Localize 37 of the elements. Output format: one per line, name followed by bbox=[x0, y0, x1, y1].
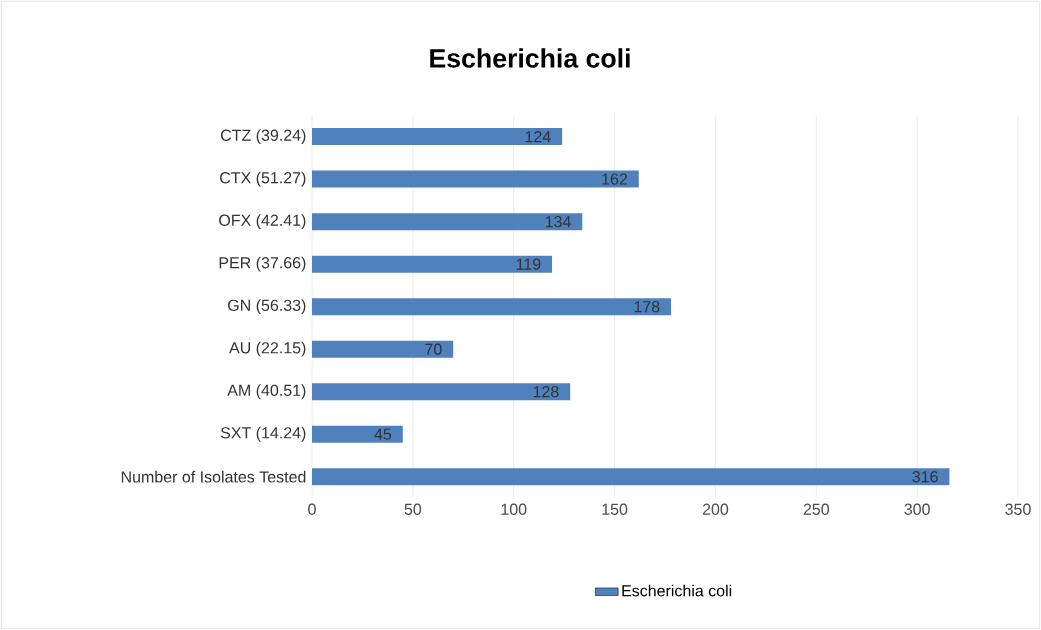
data-label: 70 bbox=[425, 343, 442, 355]
bar bbox=[312, 298, 672, 316]
data-label: 45 bbox=[374, 428, 392, 440]
x-tick-label: 300 bbox=[904, 503, 930, 515]
x-tick-label: 350 bbox=[1005, 503, 1031, 515]
y-tick-label: CTZ (39.24) bbox=[220, 129, 306, 145]
x-tick-label: 200 bbox=[702, 503, 729, 515]
y-tick-label: SXT (14.24) bbox=[220, 426, 306, 442]
y-tick-label: AU (22.15) bbox=[229, 341, 306, 357]
x-tick-label: 0 bbox=[308, 503, 316, 515]
bar bbox=[312, 128, 563, 146]
x-tick-label: 150 bbox=[602, 503, 628, 515]
legend-label: Escherichia coli bbox=[622, 584, 732, 597]
x-tick-label: 100 bbox=[501, 503, 527, 515]
data-label: 316 bbox=[912, 471, 938, 483]
bar bbox=[312, 383, 571, 401]
bar bbox=[312, 468, 950, 486]
data-label: 178 bbox=[634, 301, 660, 313]
data-label: 119 bbox=[516, 258, 541, 270]
chart-title: Escherichia coli bbox=[430, 48, 630, 68]
y-tick-label: AM (40.51) bbox=[227, 384, 306, 400]
bar bbox=[312, 340, 454, 358]
bar bbox=[312, 213, 583, 231]
x-tick-label: 50 bbox=[404, 503, 422, 515]
data-label: 162 bbox=[602, 173, 628, 185]
y-tick-label: PER (37.66) bbox=[219, 256, 306, 272]
y-tick-label: Number of Isolates Tested bbox=[121, 470, 306, 483]
y-tick-label: OFX (42.41) bbox=[219, 214, 306, 230]
x-tick-label: 250 bbox=[803, 503, 830, 515]
data-label: 134 bbox=[545, 215, 571, 228]
bar bbox=[312, 255, 553, 273]
bar bbox=[312, 425, 403, 443]
y-tick-label: CTX (51.27) bbox=[220, 171, 306, 187]
data-label: 128 bbox=[533, 386, 559, 398]
y-tick-label: GN (56.33) bbox=[228, 299, 306, 315]
data-label: 124 bbox=[525, 131, 551, 143]
bar bbox=[312, 170, 639, 188]
